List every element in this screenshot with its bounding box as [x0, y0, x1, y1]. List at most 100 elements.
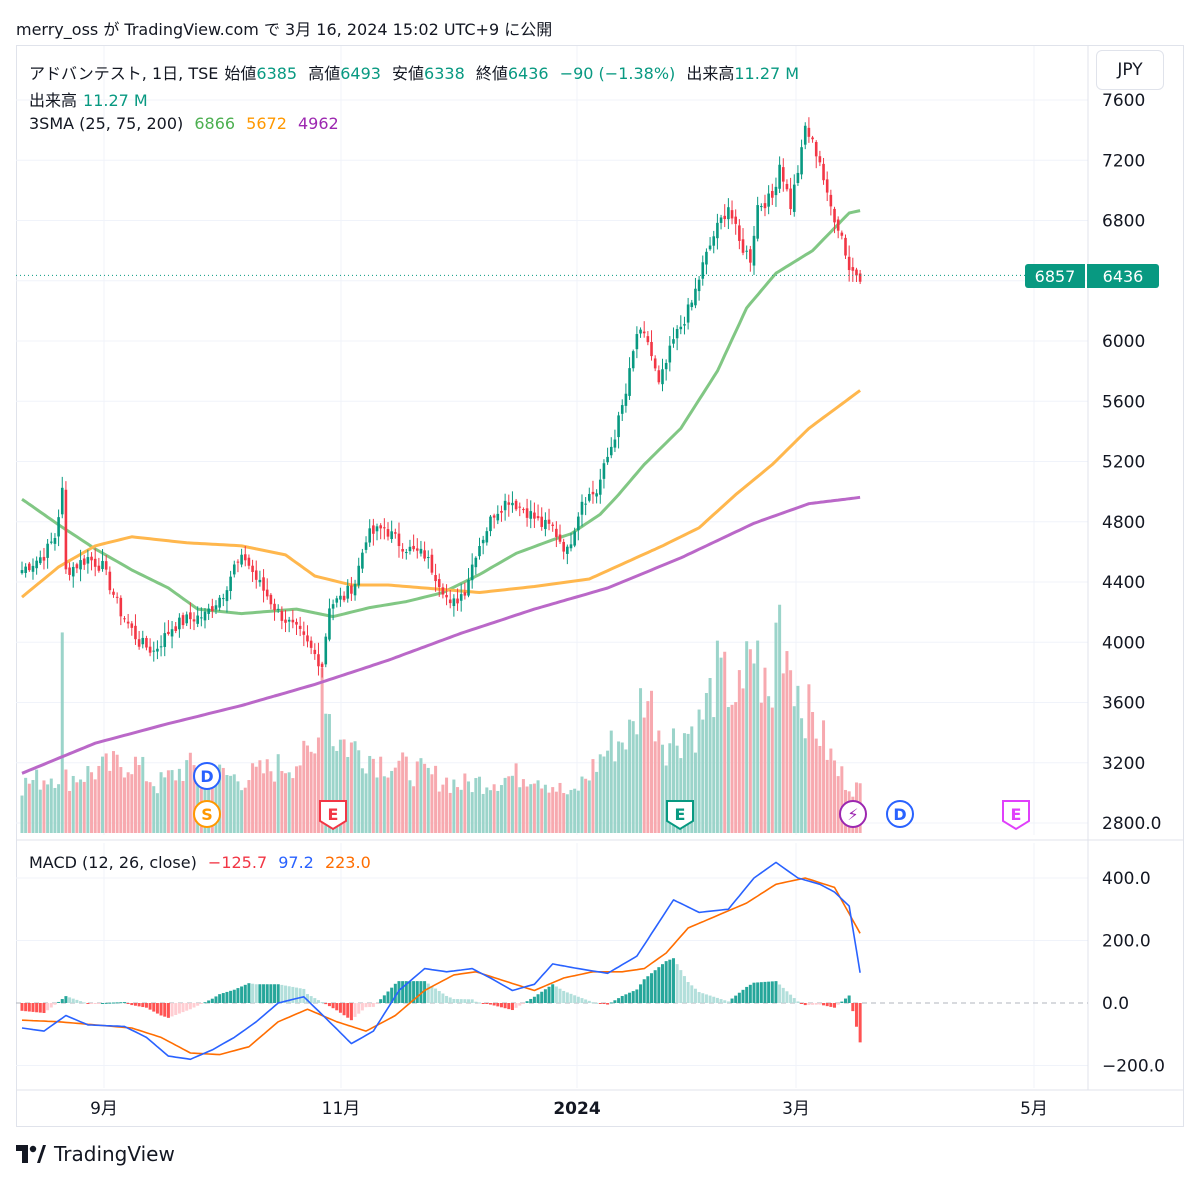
volume-bar [170, 770, 174, 833]
volume-bar [745, 641, 749, 833]
sma-label[interactable]: 3SMA (25, 75, 200) [29, 114, 184, 133]
volume-bar [218, 764, 222, 833]
macd-histogram-bar [653, 970, 657, 1003]
macd-histogram-bar [386, 991, 390, 1003]
volume-bar [68, 790, 72, 833]
macd-histogram-bar [379, 999, 383, 1003]
macd-histogram-bar [595, 1002, 599, 1004]
candle-body [405, 552, 408, 554]
volume-bar [324, 713, 328, 833]
candle-body [719, 217, 723, 223]
candle-body [803, 125, 807, 145]
candle-body [145, 638, 148, 648]
macd-histogram-bar [701, 993, 705, 1003]
currency-button[interactable]: JPY [1096, 50, 1164, 90]
candle-body [807, 127, 811, 137]
candle-body [675, 329, 679, 339]
volume-bar [551, 787, 555, 833]
candle-body [276, 608, 280, 610]
volume-bar [423, 763, 427, 833]
macd-histogram-bar [807, 1003, 811, 1005]
event-marker-label: E [1011, 805, 1022, 824]
volume-bar [232, 774, 236, 833]
macd-histogram-bar [499, 1003, 503, 1008]
macd-histogram-bar [75, 999, 79, 1003]
macd-histogram-bar [232, 989, 236, 1003]
volume-bar [584, 778, 588, 833]
candle-body [822, 163, 825, 181]
volume-bar [595, 771, 599, 833]
candle-body [741, 239, 745, 253]
macd-label[interactable]: MACD (12, 26, close) [29, 853, 197, 872]
candle-body [192, 619, 196, 622]
volume-bar [770, 707, 774, 833]
candle-body [613, 439, 617, 448]
volume-bar [291, 778, 295, 833]
macd-histogram-bar [302, 988, 306, 1003]
macd-histogram-bar [562, 990, 566, 1003]
macd-histogram-bar [327, 1003, 331, 1007]
time-axis-label: 3月 [782, 1099, 810, 1119]
candle-body [123, 618, 126, 620]
candle-body [708, 245, 712, 250]
candle-body [112, 591, 115, 595]
candle-body [148, 646, 152, 653]
volume-bar [60, 632, 64, 833]
candle-body [265, 589, 269, 597]
macd-histogram-bar [617, 998, 621, 1003]
volume-bar [635, 734, 639, 833]
volume-bar [247, 780, 251, 833]
volume-bar [346, 756, 350, 833]
volume-bar [818, 745, 822, 833]
candle-body [251, 565, 254, 573]
volume-bar [320, 668, 324, 833]
candle-body [280, 610, 284, 621]
macd-histogram-bar [792, 998, 796, 1003]
volume-bar [240, 790, 244, 833]
volume-bar [507, 776, 511, 833]
macd-histogram-bar [657, 967, 661, 1003]
macd-histogram-bar [313, 998, 317, 1003]
candle-body [470, 564, 474, 581]
symbol-label[interactable]: アドバンテスト, 1日, TSE [29, 64, 219, 83]
volume-bar [144, 781, 148, 833]
volume-bar [609, 730, 613, 833]
price-axis-label: 7600 [1102, 91, 1145, 111]
candle-body [423, 550, 426, 559]
macd-histogram-bar [822, 1003, 826, 1006]
candle-body [320, 663, 324, 668]
macd-histogram-bar [573, 995, 577, 1003]
candle-body [49, 541, 53, 543]
candle-body [115, 596, 119, 598]
candle-body [368, 528, 371, 543]
volume-bar [188, 752, 192, 833]
macd-histogram-bar [679, 970, 683, 1003]
volume-row-label: 出来高 [29, 91, 78, 110]
macd-histogram-bar [818, 1003, 822, 1005]
macd-histogram-bar [68, 997, 72, 1003]
price-axis-label: 4000 [1102, 633, 1145, 653]
candle-body [408, 546, 412, 552]
macd-histogram-bar [346, 1003, 350, 1018]
volume-bar [357, 750, 361, 833]
macd-histogram-bar [836, 1003, 840, 1005]
sma-legend: 3SMA (25, 75, 200) 6866 5672 4962 [29, 114, 345, 133]
candle-body [152, 650, 156, 652]
volume-bar [269, 771, 273, 833]
volume-bar [316, 737, 320, 833]
footer-logo[interactable]: TradingView [16, 1142, 175, 1166]
candle-body [309, 640, 313, 648]
macd-histogram-bar [225, 991, 229, 1003]
volume-bar [829, 748, 833, 833]
volume-bar [602, 756, 606, 833]
volume-bar [57, 784, 61, 833]
candle-body [64, 489, 68, 570]
macd-histogram-bar [642, 979, 646, 1003]
volume-bar [631, 721, 635, 833]
volume-bar [331, 746, 335, 833]
candle-body [335, 598, 339, 603]
candle-body [258, 579, 262, 583]
macd-histogram-bar [547, 986, 551, 1003]
candle-body [792, 184, 796, 212]
